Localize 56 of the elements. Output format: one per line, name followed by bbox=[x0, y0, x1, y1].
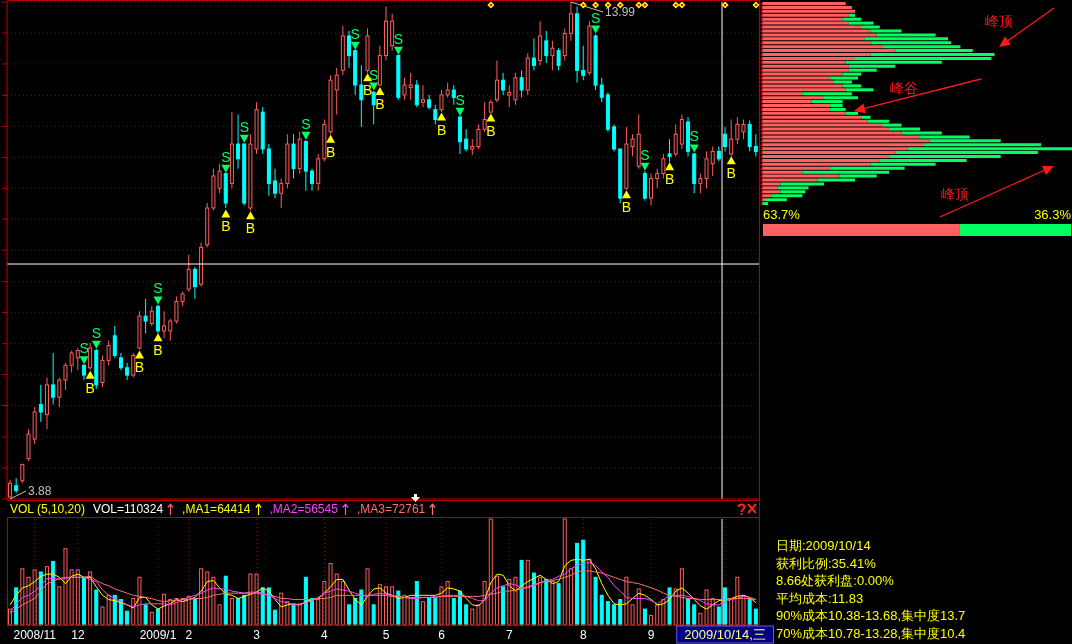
legend-label: ,MA2=56545 bbox=[269, 502, 338, 516]
annotation: 3.88 bbox=[28, 484, 52, 498]
text: B bbox=[245, 220, 256, 237]
text: 获利比例:35.41% bbox=[776, 554, 877, 573]
text: S bbox=[91, 324, 102, 341]
text: S bbox=[239, 118, 249, 135]
text: S bbox=[301, 115, 311, 132]
data-label: 63.7% bbox=[763, 207, 801, 222]
text: S bbox=[350, 25, 360, 42]
legend-label: ,MA1=64414 bbox=[182, 502, 251, 516]
annotation: 峰顶 bbox=[941, 186, 969, 202]
text: B bbox=[221, 218, 231, 235]
x-tick-label: 2009/1 bbox=[139, 628, 177, 642]
text: S bbox=[221, 148, 231, 165]
text: S bbox=[590, 9, 601, 26]
text: B bbox=[486, 122, 496, 139]
text: B bbox=[726, 165, 736, 182]
text: 70%成本10.78-13.28,集中度10.4 bbox=[776, 624, 967, 643]
text: B bbox=[362, 82, 373, 99]
text: 8.66处获利盘:0.00% bbox=[776, 572, 895, 590]
text: 日期:2009/10/14 bbox=[776, 537, 872, 555]
text: S bbox=[79, 340, 89, 357]
text: S bbox=[153, 280, 163, 297]
text: B bbox=[436, 121, 447, 138]
text: 90%成本10.38-13.68,集中度13.7 bbox=[776, 607, 967, 625]
annotation: 13.99 bbox=[605, 5, 636, 19]
text: S bbox=[369, 66, 379, 83]
x-tick-label: 2009/10/14,三 bbox=[684, 627, 766, 642]
x-tick-label: 6 bbox=[438, 628, 446, 642]
series-label: B bbox=[325, 143, 336, 160]
x-tick-label: 3 bbox=[253, 628, 261, 642]
annotation: 峰顶 bbox=[985, 13, 1013, 29]
x-tick-label: 5 bbox=[382, 628, 390, 642]
x-tick-label: 8 bbox=[579, 628, 587, 642]
text: B bbox=[375, 95, 385, 112]
text: S bbox=[689, 128, 699, 145]
legend-label: VOL=110324 bbox=[92, 502, 164, 516]
text: B bbox=[153, 342, 163, 359]
data-label: 36.3% bbox=[1034, 207, 1072, 222]
x-tick-label: 2 bbox=[185, 628, 193, 642]
x-tick-label: 9 bbox=[647, 628, 655, 642]
text: B bbox=[134, 359, 145, 376]
text: B bbox=[621, 199, 632, 216]
text: B bbox=[85, 379, 95, 396]
chart-title: VOL (5,10,20) bbox=[10, 502, 85, 516]
x-tick-label: 4 bbox=[321, 628, 329, 642]
text: B bbox=[664, 171, 675, 188]
x-tick-label: 12 bbox=[71, 628, 85, 642]
text: 平均成本:11.83 bbox=[776, 589, 865, 608]
text: S bbox=[455, 91, 465, 108]
annotation: 峰谷 bbox=[890, 80, 918, 96]
x-tick-label: 7 bbox=[506, 628, 514, 642]
text: S bbox=[640, 146, 650, 163]
legend-label: ,MA3=72761 bbox=[356, 502, 426, 516]
x-tick-label: 2008/11 bbox=[13, 628, 57, 642]
series-label: S bbox=[393, 30, 404, 47]
